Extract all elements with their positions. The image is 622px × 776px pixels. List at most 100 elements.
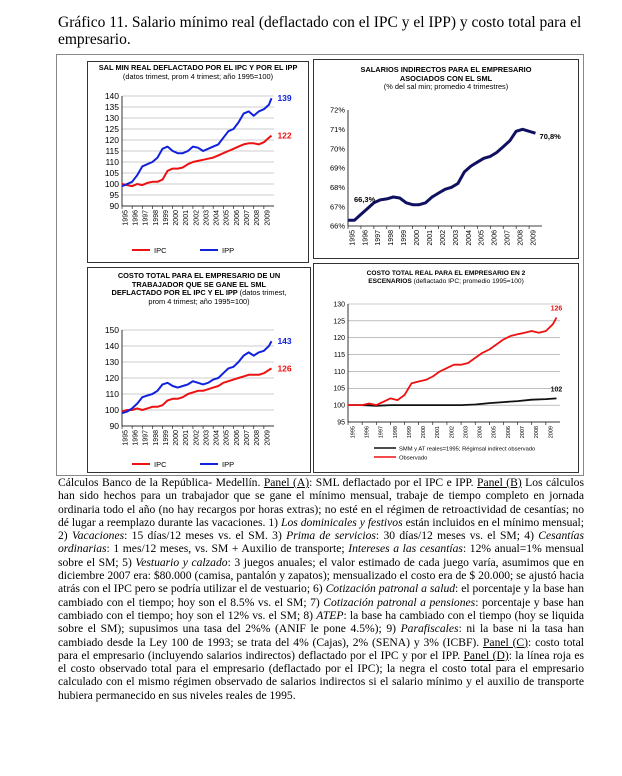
legend-label: IPC — [154, 460, 167, 469]
x-tick-label: 2004 — [214, 430, 221, 446]
panel-d: COSTO TOTAL REAL PARA EL EMPRESARIO EN 2… — [313, 263, 579, 473]
x-tick-label: 2000 — [421, 426, 427, 438]
x-tick-label: 1998 — [388, 230, 395, 246]
caption-item7-em: Cotización patronal a pensiones — [323, 595, 476, 609]
y-tick-label: 130 — [333, 301, 345, 308]
panel-c-title-text: COSTO TOTAL PARA EL EMPRESARIO DE UN TRA… — [111, 271, 281, 298]
caption-item6-text: : el porcentaje y la base han cambiado c… — [58, 582, 584, 609]
chart-b: 66% 67% 68% 69% 70% 71% 72% 1995 1996 1997 1998 199… — [330, 106, 562, 246]
x-tick-label: 2002 — [440, 230, 447, 246]
caption-item4b-text: : 12% anual=1% mensual sobre el SM; 5) — [58, 542, 584, 569]
panel-b-title: SALARIOS INDIRECTOS PARA EL EMPRESARIO A… — [314, 65, 578, 92]
y-tick-label: 150 — [105, 325, 119, 335]
end-value-label: 126 — [277, 363, 291, 373]
caption-item9-text: : ni la base ni la tasa han cambiado des… — [58, 622, 584, 649]
y-tick-label: 71% — [330, 125, 345, 134]
x-tick-label: 2002 — [193, 210, 200, 226]
end-value-label: 102 — [551, 386, 563, 393]
panel-a-title: SAL MIN REAL DEFLACTADO POR EL IPC Y POR… — [88, 63, 308, 81]
y-tick-label: 115 — [334, 352, 345, 359]
x-tick-label: 1999 — [163, 430, 170, 446]
x-tick-label: 2008 — [534, 426, 540, 438]
end-value-label: 70,8% — [540, 132, 562, 141]
x-tick-label: 2008 — [254, 430, 261, 446]
x-tick-label: 1995 — [122, 430, 129, 446]
y-tick-label: 130 — [105, 113, 119, 123]
x-tick-label: 1997 — [143, 210, 150, 226]
y-tick-label: 120 — [105, 135, 119, 145]
y-tick-label: 72% — [330, 106, 345, 115]
x-tick-label: 2000 — [173, 430, 180, 446]
caption-panel-d-label: Panel (D) — [463, 648, 509, 662]
y-tick-label: 120 — [333, 335, 345, 342]
caption-item5-em: Vestuario y calzado — [135, 555, 228, 569]
caption-panel-c-label: Panel (C) — [482, 635, 529, 649]
x-tick-label: 2004 — [478, 426, 484, 438]
panel-d-title: COSTO TOTAL REAL PARA EL EMPRESARIO EN 2… — [314, 270, 578, 285]
end-value-label: 139 — [277, 93, 291, 103]
x-tick-label: 1995 — [350, 426, 356, 438]
chart-d: 95 100 105 110 115 120 125 130 1995 1996 1997 1998 1… — [333, 301, 563, 462]
y-tick-label: 105 — [333, 386, 345, 393]
x-tick-label: 1996 — [365, 426, 371, 438]
caption-panel-b-label: Panel (B) — [477, 476, 522, 489]
figure-frame: SAL MIN REAL DEFLACTADO POR EL IPC Y POR… — [56, 54, 584, 476]
x-tick-label: 2006 — [506, 426, 512, 438]
x-tick-label: 2009 — [264, 210, 271, 226]
panel-d-subtitle: (deflactado IPC; promedio 1995=100) — [413, 277, 524, 285]
caption-item3-text: : 30 días/12 meses vs. el SM; 4) — [375, 529, 539, 543]
x-tick-label: 2009 — [548, 426, 554, 438]
series-line — [348, 317, 558, 406]
legend-label: IPP — [222, 246, 234, 255]
x-tick-label: 1996 — [133, 210, 140, 226]
y-tick-label: 100 — [105, 405, 119, 415]
legend-label: Observado — [399, 456, 427, 462]
panel-c-subtitle: (datos trimest, prom 4 trimest; año 1995… — [148, 288, 287, 306]
x-tick-label: 2003 — [203, 210, 210, 226]
x-tick-label: 2005 — [492, 426, 498, 438]
y-tick-label: 140 — [105, 91, 119, 101]
x-tick-label: 2009 — [530, 230, 537, 246]
caption-panel-d-text: : la línea roja es el costo observado to… — [58, 648, 584, 702]
caption-item4-text: : 1 mes/12 meses, vs. SM + Auxilio de tr… — [106, 542, 349, 556]
x-tick-label: 1999 — [401, 230, 408, 246]
x-tick-label: 2002 — [449, 426, 455, 438]
x-tick-label: 2007 — [520, 426, 526, 438]
panel-b: SALARIOS INDIRECTOS PARA EL EMPRESARIO A… — [313, 59, 579, 259]
x-tick-label: 2003 — [463, 426, 469, 438]
x-tick-label: 1997 — [143, 430, 150, 446]
caption-item3-em: Prima de servicios — [286, 529, 376, 543]
x-tick-label: 1999 — [407, 426, 413, 438]
panel-b-subtitle: (% del sal min; promedio 4 trimestres) — [383, 82, 509, 92]
x-tick-label: 2008 — [254, 210, 261, 226]
x-tick-label: 2005 — [224, 210, 231, 226]
y-tick-label: 125 — [105, 124, 119, 134]
caption-panel-a-text: : SML deflactado por el IPC e IPP. — [309, 476, 478, 489]
y-tick-label: 90 — [110, 421, 120, 431]
x-tick-label: 2000 — [414, 230, 421, 246]
y-tick-label: 95 — [110, 190, 120, 200]
series-line — [121, 97, 273, 188]
y-tick-label: 110 — [105, 157, 119, 167]
panel-a-title-text: SAL MIN REAL DEFLACTADO POR EL IPC Y POR… — [98, 63, 298, 72]
x-tick-label: 1996 — [133, 430, 140, 446]
x-tick-label: 2001 — [427, 230, 434, 246]
x-tick-label: 2007 — [505, 230, 512, 246]
series-line — [348, 397, 557, 407]
end-value-label: 122 — [277, 131, 291, 141]
y-tick-label: 105 — [105, 168, 119, 178]
caption-item8-em: ATEP — [316, 608, 344, 622]
caption-source: Cálculos Banco de la República- Medellín… — [58, 476, 264, 489]
panel-d-title-text: COSTO TOTAL REAL PARA EL EMPRESARIO EN 2… — [366, 270, 526, 285]
caption-item1-em: Los dominicales y festivos — [281, 515, 403, 529]
y-tick-label: 125 — [333, 318, 345, 325]
x-tick-label: 2001 — [435, 426, 441, 438]
x-tick-label: 1998 — [153, 430, 160, 446]
figure-caption: Cálculos Banco de la República- Medellín… — [58, 476, 584, 702]
y-tick-label: 67% — [330, 202, 345, 211]
x-tick-label: 2006 — [492, 230, 499, 246]
y-tick-label: 120 — [105, 373, 119, 383]
x-tick-label: 2005 — [479, 230, 486, 246]
y-tick-label: 100 — [105, 179, 119, 189]
